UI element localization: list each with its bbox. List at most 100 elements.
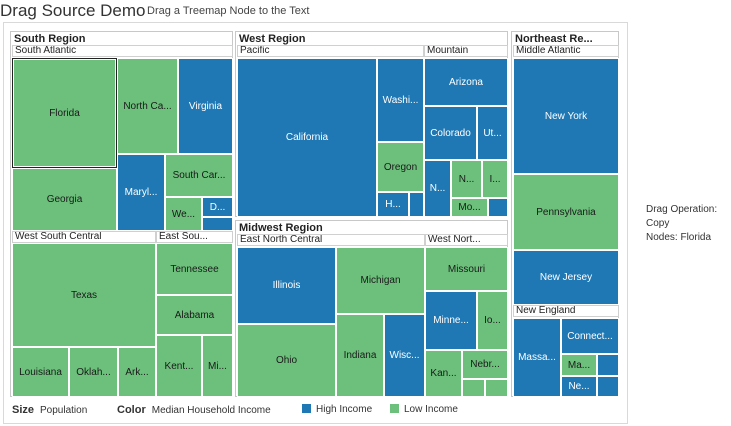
- treemap-node-connecticut[interactable]: Connect...: [561, 318, 619, 354]
- treemap-node-arkansas[interactable]: Ark...: [118, 347, 156, 397]
- treemap-node-nebraska[interactable]: Nebr...: [462, 350, 508, 379]
- group-south-atlantic: South Atlantic Florida Georgia North Ca.…: [12, 45, 233, 231]
- treemap-node-maine[interactable]: Ma...: [561, 354, 597, 376]
- page-subtitle: Drag a Treemap Node to the Text: [147, 5, 310, 17]
- treemap-node-alaska[interactable]: [409, 192, 424, 217]
- treemap-node-georgia[interactable]: Georgia: [12, 168, 117, 231]
- drop-target-text[interactable]: Drag Operation: Copy Nodes: Florida: [646, 203, 731, 245]
- treemap-node-colorado[interactable]: Colorado: [424, 106, 477, 160]
- node-label: Missouri: [447, 263, 486, 275]
- treemap-node-oklahoma[interactable]: Oklah...: [69, 347, 118, 397]
- page-title: Drag Source Demo: [0, 1, 146, 20]
- treemap-node-washington[interactable]: Washi...: [377, 58, 424, 142]
- treemap-node-south-carolina[interactable]: South Car...: [165, 154, 233, 197]
- drag-nodes-line: Nodes: Florida: [646, 231, 731, 245]
- group-header: West Nort...: [425, 234, 508, 246]
- group-header: Mountain: [424, 45, 508, 57]
- legend-high-label: High Income: [316, 404, 373, 415]
- legend-high: High Income: [302, 404, 372, 415]
- legend-color: Color Median Household Income: [117, 404, 271, 416]
- legend-high-swatch: [302, 404, 311, 413]
- treemap-panel: South Region South Atlantic Florida Geor…: [3, 22, 628, 424]
- region-midwest: Midwest Region East North Central Illino…: [235, 220, 508, 397]
- treemap-node-minnesota[interactable]: Minne...: [425, 291, 477, 350]
- node-label: Io...: [484, 315, 501, 326]
- node-label: Virginia: [188, 100, 223, 112]
- treemap-node-north-dakota[interactable]: [485, 379, 508, 397]
- node-label: Oklah...: [76, 366, 111, 378]
- treemap-node-new-hampshire[interactable]: Ne...: [561, 376, 597, 397]
- node-label: Colorado: [430, 127, 471, 139]
- drag-operation-label: Drag Operation:: [646, 204, 718, 215]
- treemap-node-rhode-island[interactable]: [597, 354, 619, 376]
- treemap-node-virginia[interactable]: Virginia: [178, 58, 233, 154]
- treemap-node-new-york[interactable]: New York: [513, 58, 619, 174]
- treemap-node-kentucky[interactable]: Kent...: [156, 335, 202, 397]
- node-label: Michigan: [360, 275, 401, 286]
- node-label: Mi...: [208, 360, 227, 372]
- treemap-node-missouri[interactable]: Missouri: [425, 247, 508, 291]
- treemap-node-texas[interactable]: Texas: [12, 243, 156, 347]
- legend-low: Low Income: [390, 404, 458, 415]
- treemap-node-new-jersey[interactable]: New Jersey: [513, 250, 619, 305]
- treemap-node-wisconsin[interactable]: Wisc...: [384, 314, 425, 397]
- treemap-node-california[interactable]: California: [237, 58, 377, 217]
- treemap-node-idaho[interactable]: I...: [482, 160, 508, 198]
- region-title: South Region: [14, 33, 86, 45]
- treemap-node-south-dakota[interactable]: [462, 379, 485, 397]
- treemap-node-massachusetts[interactable]: Massa...: [513, 318, 561, 397]
- group-pacific: Pacific California Washi... Oregon H...: [237, 45, 424, 217]
- group-header: East North Central: [237, 234, 425, 246]
- node-label: Ne...: [568, 381, 590, 392]
- treemap-node-oregon[interactable]: Oregon: [377, 142, 424, 192]
- node-label: Minne...: [433, 315, 469, 326]
- node-label: Texas: [70, 289, 98, 301]
- treemap-node-pennsylvania[interactable]: Pennsylvania: [513, 174, 619, 250]
- node-label: California: [285, 132, 329, 143]
- node-label: North Ca...: [123, 100, 172, 112]
- treemap-node-michigan[interactable]: Michigan: [336, 247, 425, 314]
- node-label: New York: [544, 110, 588, 122]
- treemap-node-iowa[interactable]: Io...: [477, 291, 508, 350]
- group-header: Middle Atlantic: [513, 45, 619, 57]
- treemap-node-west-virginia[interactable]: We...: [165, 197, 202, 231]
- node-label: N...: [458, 173, 475, 185]
- treemap-node-north-carolina[interactable]: North Ca...: [117, 58, 178, 154]
- treemap-node-tennessee[interactable]: Tennessee: [156, 243, 233, 295]
- treemap-node-arizona[interactable]: Arizona: [424, 58, 508, 106]
- treemap-node-nevada[interactable]: N...: [424, 160, 451, 217]
- treemap-node-new-mexico[interactable]: N...: [451, 160, 482, 198]
- treemap-node-indiana[interactable]: Indiana: [336, 314, 384, 397]
- treemap-node-mississippi[interactable]: Mi...: [202, 335, 233, 397]
- treemap-node-wyoming[interactable]: [488, 198, 508, 217]
- node-label: H...: [385, 199, 401, 210]
- treemap-node-district[interactable]: [202, 217, 233, 231]
- node-label: We...: [171, 208, 196, 220]
- node-label: Arizona: [449, 76, 483, 88]
- node-label: Wisc...: [389, 350, 420, 361]
- treemap-node-vermont[interactable]: [597, 376, 619, 397]
- treemap-node-ohio[interactable]: Ohio: [237, 324, 336, 397]
- region-northeast: Northeast Re... Middle Atlantic New York…: [511, 31, 619, 397]
- treemap-node-illinois[interactable]: Illinois: [237, 247, 336, 324]
- group-header: Pacific: [237, 45, 424, 57]
- node-label: Nebr...: [470, 359, 500, 370]
- treemap-node-maryland[interactable]: Maryl...: [117, 154, 165, 231]
- node-label: South Car...: [172, 170, 226, 181]
- treemap-node-hawaii[interactable]: H...: [377, 192, 409, 217]
- node-label: Oregon: [383, 161, 418, 173]
- treemap-node-alabama[interactable]: Alabama: [156, 295, 233, 335]
- group-east-north-central: East North Central Illinois Ohio Michiga…: [237, 234, 425, 397]
- legend-low-swatch: [390, 404, 399, 413]
- treemap-node-louisiana[interactable]: Louisiana: [12, 347, 69, 397]
- treemap-node-florida[interactable]: Florida: [12, 58, 117, 168]
- group-header: New England: [513, 305, 619, 317]
- treemap-node-delaware[interactable]: D...: [202, 197, 233, 217]
- node-label: Florida: [49, 107, 80, 119]
- treemap-node-utah[interactable]: Ut...: [477, 106, 508, 160]
- treemap-node-montana[interactable]: Mo...: [451, 198, 488, 217]
- drag-operation-value: Copy: [646, 218, 670, 229]
- node-label: Louisiana: [19, 366, 62, 378]
- treemap-node-kansas[interactable]: Kan...: [425, 350, 462, 397]
- node-label: Indiana: [343, 350, 377, 361]
